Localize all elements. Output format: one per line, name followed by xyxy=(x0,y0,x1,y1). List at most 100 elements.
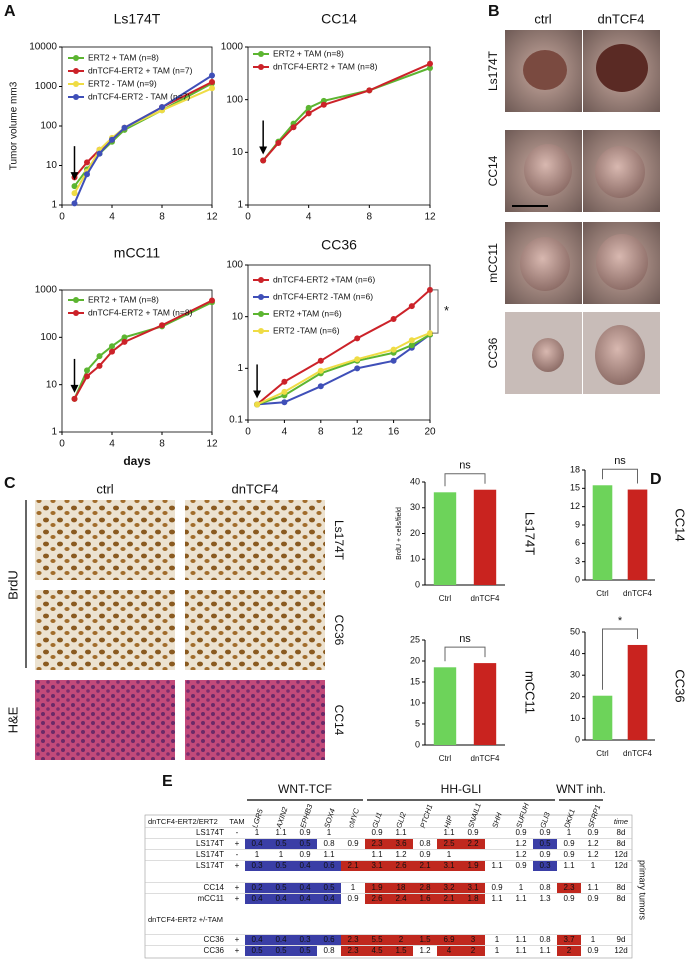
y-tick-label: 10 xyxy=(46,160,58,171)
cell-shade xyxy=(389,894,413,904)
legend-marker xyxy=(258,328,264,334)
data-point xyxy=(281,399,288,406)
cell-shade xyxy=(245,839,269,849)
data-point xyxy=(260,157,267,164)
table-cell: 1.1 xyxy=(275,828,287,837)
legend-marker xyxy=(258,311,264,317)
table-cell: 3.2 xyxy=(443,883,455,892)
tumor xyxy=(524,144,572,196)
table-cell: 1.2 xyxy=(587,850,599,859)
table-cell: 0.3 xyxy=(539,861,551,870)
table-cell: 0.9 xyxy=(419,850,431,859)
table-frame xyxy=(144,814,633,959)
table-cell: 0.4 xyxy=(251,839,263,848)
arrow-head xyxy=(70,172,79,181)
data-point xyxy=(275,140,282,147)
x-tick-label: Ctrl xyxy=(439,594,452,603)
row-label: mCC11 xyxy=(486,243,500,283)
table-cell: 0.4 xyxy=(299,894,311,903)
table-cell: 1 xyxy=(495,935,500,944)
time-cell: 12d xyxy=(614,861,627,870)
cell-shade xyxy=(317,894,341,904)
y-tick-label: 100 xyxy=(226,94,243,105)
legend-marker xyxy=(73,310,79,316)
column-header: time xyxy=(614,817,628,826)
data-point xyxy=(254,401,261,408)
arrow-head xyxy=(259,146,268,155)
cell-shade xyxy=(269,946,293,956)
table-cell: 1.1 xyxy=(515,946,527,955)
row-label: CC36 xyxy=(486,337,500,368)
section-label: dnTCF4-ERT2/ERT2 xyxy=(148,817,218,826)
y-tick-label: 25 xyxy=(410,634,420,644)
table-cell: 0.4 xyxy=(251,935,263,944)
series-line xyxy=(262,67,431,162)
y-tick-label: 40 xyxy=(410,476,420,486)
data-point xyxy=(84,373,90,380)
cell-shade xyxy=(245,946,269,956)
cell-shade xyxy=(461,839,485,849)
time-cell: 8d xyxy=(617,839,626,848)
table-cell: 2.6 xyxy=(371,894,383,903)
table-cell: 1 xyxy=(255,828,260,837)
table-cell: 0.5 xyxy=(299,946,311,955)
table-cell: 0.6 xyxy=(323,861,335,870)
x-tick-label: dnTCF4 xyxy=(623,589,652,598)
table-cell: 0.4 xyxy=(275,894,287,903)
table-cell: 1.1 xyxy=(443,828,455,837)
cell-shade xyxy=(461,883,485,893)
table-cell: 0.9 xyxy=(467,828,479,837)
x-tick-label: Ctrl xyxy=(596,749,609,758)
data-point xyxy=(427,330,433,337)
tam-cell: + xyxy=(235,861,240,870)
time-cell: 8d xyxy=(617,883,626,892)
group-label: WNT-TCF xyxy=(278,782,332,796)
tumor xyxy=(520,237,570,291)
cell-shade xyxy=(389,861,413,871)
photo xyxy=(185,500,325,580)
cell-shade xyxy=(365,935,389,945)
cell-shade xyxy=(557,935,581,945)
table-cell: 1.8 xyxy=(467,894,479,903)
y-tick-label: 10 xyxy=(410,554,420,564)
tumor xyxy=(596,234,648,290)
y-tick-label: 10 xyxy=(570,713,580,723)
cell-shade xyxy=(461,935,485,945)
series-line xyxy=(262,62,431,162)
cell-shade xyxy=(461,861,485,871)
table-cell: 3 xyxy=(471,935,476,944)
table-cell: 1.3 xyxy=(539,894,551,903)
data-point xyxy=(427,60,433,67)
table-cell: 1.1 xyxy=(515,935,527,944)
gene-label: LGR5 xyxy=(250,807,265,829)
x-tick-label: Ctrl xyxy=(596,589,609,598)
data-point xyxy=(209,297,215,304)
table-cell: 1.2 xyxy=(515,839,527,848)
legend-label: dnTCF4-ERT2 -TAM (n=6) xyxy=(273,291,373,301)
time-cell: 9d xyxy=(617,935,626,944)
table-cell: 1.1 xyxy=(515,894,527,903)
table-cell: 1.9 xyxy=(371,883,383,892)
table-cell: 0.9 xyxy=(539,828,551,837)
table-cell: 2.3 xyxy=(371,839,383,848)
tam-cell: + xyxy=(235,935,240,944)
tumor xyxy=(523,50,567,90)
cell-shade xyxy=(245,935,269,945)
table-cell: 0.3 xyxy=(299,935,311,944)
x-tick-label: 0 xyxy=(59,439,65,450)
y-tick-label: 100 xyxy=(226,260,243,271)
photo xyxy=(35,590,175,670)
chart-title: CC36 xyxy=(673,669,686,702)
data-point xyxy=(121,124,128,131)
table-cell: 3.1 xyxy=(443,861,455,870)
bar xyxy=(592,695,613,740)
photo-grid-c xyxy=(25,500,325,760)
cell-shade xyxy=(269,894,293,904)
cell-shade xyxy=(317,935,341,945)
cell-shade xyxy=(293,883,317,893)
y-tick-label: 50 xyxy=(570,626,580,636)
x-tick-label: 12 xyxy=(352,427,364,438)
gene-label: GLI1 xyxy=(370,811,384,829)
table-cell: 1.2 xyxy=(395,850,407,859)
data-point xyxy=(109,136,115,143)
